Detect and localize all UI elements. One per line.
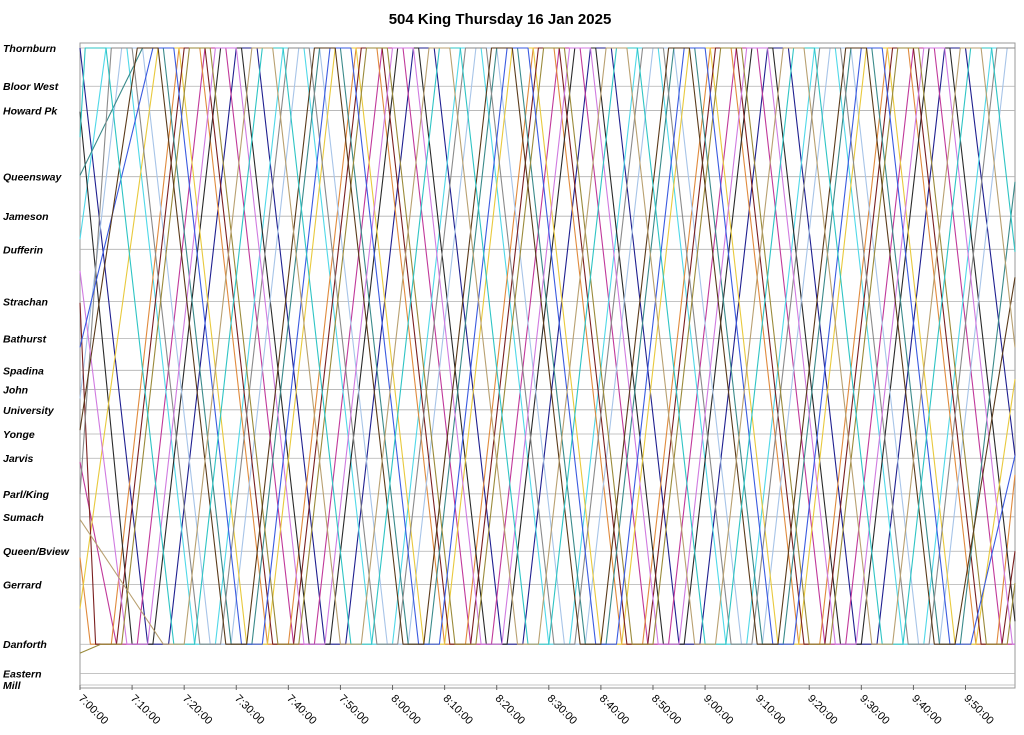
x-tick-label: 7:00:00: [76, 693, 110, 727]
x-tick-label: 9:30:00: [857, 693, 891, 727]
stop-label: University: [3, 405, 55, 417]
stop-label: Sumach: [3, 512, 44, 524]
vehicle-trace-line: [79, 47, 1016, 654]
stop-label: Danforth: [3, 639, 47, 651]
stop-label: Bathurst: [3, 333, 47, 345]
stop-label: Strachan: [3, 297, 48, 309]
x-tick-label: 8:40:00: [597, 693, 631, 727]
x-tick-label: 8:20:00: [493, 693, 527, 727]
stop-label: Yonge: [3, 429, 35, 441]
x-tick-label: 9:40:00: [909, 693, 943, 727]
stop-label: Eastern: [3, 669, 42, 681]
stop-label: Spadina: [3, 365, 44, 377]
vehicle-trace-line: [79, 47, 1016, 645]
time-tick-marks: [79, 685, 967, 690]
stop-labels: Thornburn Bloor West Howard Pk Queensway Jam…: [3, 43, 70, 692]
x-tick-label: 9:00:00: [701, 693, 735, 727]
stop-label: Gerrard: [3, 579, 42, 591]
x-tick-label: 7:50:00: [336, 693, 370, 727]
stop-label: Dufferin: [3, 244, 43, 256]
stop-label: Bloor West: [3, 81, 59, 93]
stop-label: Queensway: [3, 172, 63, 184]
stop-label: Jarvis: [3, 453, 34, 465]
stop-label: Queen/Bview: [3, 546, 70, 558]
vehicle-trace-line: [79, 47, 1016, 645]
x-tick-label: 8:50:00: [649, 693, 683, 727]
vehicle-trace-line: [79, 47, 1015, 645]
x-tick-label: 9:10:00: [753, 693, 787, 727]
stop-label: Thornburn: [3, 43, 56, 55]
vehicle-trace-line: [79, 47, 1016, 645]
vehicle-trace-line: [79, 47, 1015, 645]
stop-label: Mill: [3, 680, 22, 692]
x-tick-label: 8:10:00: [441, 693, 475, 727]
x-tick-label: 9:20:00: [805, 693, 839, 727]
vehicle-traces: [79, 47, 1016, 654]
stop-label: Jameson: [3, 211, 49, 223]
x-tick-label: 7:20:00: [180, 693, 214, 727]
x-tick-label: 9:50:00: [961, 693, 995, 727]
x-tick-label: 7:30:00: [232, 693, 266, 727]
vehicle-trace-line: [79, 47, 1016, 645]
x-tick-label: 7:10:00: [128, 693, 162, 727]
chart-title: 504 King Thursday 16 Jan 2025: [389, 11, 612, 28]
stop-label: Parl/King: [3, 489, 50, 501]
stop-label: John: [3, 384, 28, 396]
x-tick-label: 8:30:00: [545, 693, 579, 727]
x-tick-label: 7:40:00: [284, 693, 318, 727]
stop-label: Howard Pk: [3, 105, 58, 117]
time-tick-labels: 7:00:00 7:10:00 7:20:00 7:30:00 7:40:00 7:50:…: [76, 693, 996, 727]
x-tick-label: 8:00:00: [388, 693, 422, 727]
plot-frame: [79, 42, 1016, 689]
